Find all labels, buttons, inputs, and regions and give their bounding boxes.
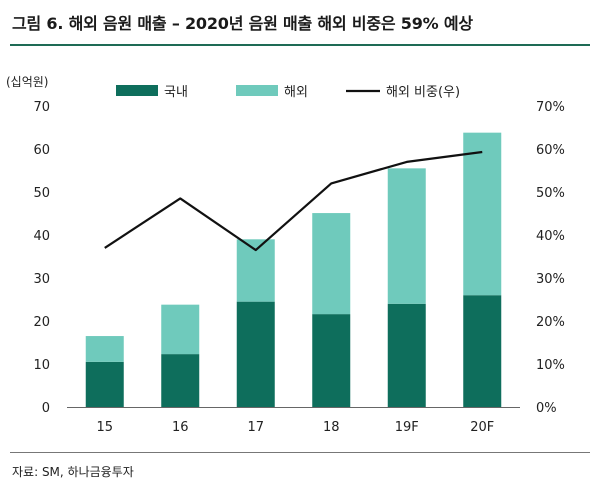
chart-title: 그림 6. 해외 음원 매출 – 2020년 음원 매출 해외 비중은 59% … <box>12 14 473 33</box>
y-tick-label-left: 40 <box>33 229 50 244</box>
share-line-group <box>104 150 483 252</box>
y-tick-label-left: 70 <box>33 100 50 115</box>
legend-swatch-overseas <box>236 85 278 96</box>
bar-overseas <box>387 168 426 304</box>
title-divider <box>10 44 590 46</box>
y-tick-label-right: 0% <box>536 401 557 416</box>
legend-label: 해외 <box>284 85 308 100</box>
footer-divider <box>10 452 590 453</box>
share-line <box>104 150 483 252</box>
bar-domestic <box>161 354 200 407</box>
legend-label: 해외 비중(우) <box>386 85 460 100</box>
bar-domestic <box>236 301 275 407</box>
y-tick-label-left: 50 <box>33 186 50 201</box>
x-tick-label: 19F <box>395 420 419 435</box>
y-tick-label-left: 10 <box>33 358 50 373</box>
x-tick-label: 18 <box>323 420 340 435</box>
bar-domestic <box>312 314 351 407</box>
bar-overseas <box>161 304 200 355</box>
bar-domestic <box>463 295 502 407</box>
y-tick-label-right: 10% <box>536 358 565 373</box>
y-tick-label-left: 30 <box>33 272 50 287</box>
x-tick-label: 15 <box>96 420 113 435</box>
y-tick-label-right: 50% <box>536 186 565 201</box>
legend-swatch-domestic <box>116 85 158 96</box>
y-axis-right: 0% 10% 20% 30% 40% 50% 60% 70% <box>536 100 565 416</box>
bar-overseas <box>85 336 124 362</box>
y-tick-label-right: 20% <box>536 315 565 330</box>
y-tick-label-left: 0 <box>42 401 50 416</box>
bar-overseas <box>463 132 502 296</box>
bar-overseas <box>312 213 351 315</box>
x-tick-label: 20F <box>470 420 494 435</box>
bars-group <box>85 132 502 407</box>
y-tick-label-right: 30% <box>536 272 565 287</box>
legend: 국내 해외 해외 비중(우) <box>116 85 460 100</box>
y-tick-label-right: 70% <box>536 100 565 115</box>
bar-domestic <box>387 303 426 407</box>
y-tick-label-left: 20 <box>33 315 50 330</box>
x-axis: 15 16 17 18 19F 20F <box>67 407 520 435</box>
y-tick-label-right: 60% <box>536 143 565 158</box>
x-tick-label: 16 <box>172 420 189 435</box>
source-note: 자료: SM, 하나금융투자 <box>12 465 134 479</box>
bar-domestic <box>85 361 124 407</box>
y-axis-unit-label: (십억원) <box>6 75 49 89</box>
y-axis-left: 0 10 20 30 40 50 60 70 <box>33 100 50 416</box>
y-tick-label-left: 60 <box>33 143 50 158</box>
x-tick-label: 17 <box>247 420 264 435</box>
y-tick-label-right: 40% <box>536 229 565 244</box>
legend-label: 국내 <box>164 85 188 100</box>
